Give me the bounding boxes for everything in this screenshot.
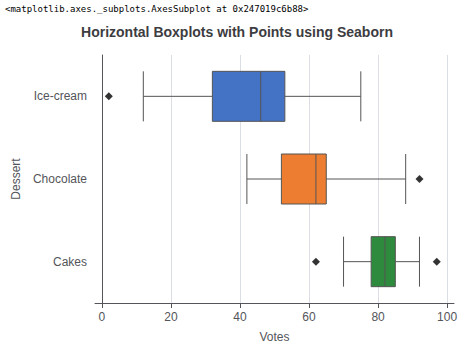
svg-text:Cakes: Cakes xyxy=(53,255,87,269)
svg-text:100: 100 xyxy=(437,310,457,324)
svg-text:80: 80 xyxy=(371,310,385,324)
svg-text:60: 60 xyxy=(302,310,316,324)
svg-text:40: 40 xyxy=(233,310,247,324)
svg-text:20: 20 xyxy=(164,310,178,324)
svg-text:<matplotlib.axes._subplots.Axe: <matplotlib.axes._subplots.AxesSubplot a… xyxy=(5,4,309,14)
svg-text:Horizontal Boxplots with Point: Horizontal Boxplots with Points using Se… xyxy=(81,24,393,40)
svg-text:Dessert: Dessert xyxy=(9,158,23,200)
svg-text:0: 0 xyxy=(99,310,106,324)
svg-text:Ice-cream: Ice-cream xyxy=(34,89,87,103)
svg-text:Votes: Votes xyxy=(259,330,289,344)
svg-text:Chocolate: Chocolate xyxy=(33,172,87,186)
